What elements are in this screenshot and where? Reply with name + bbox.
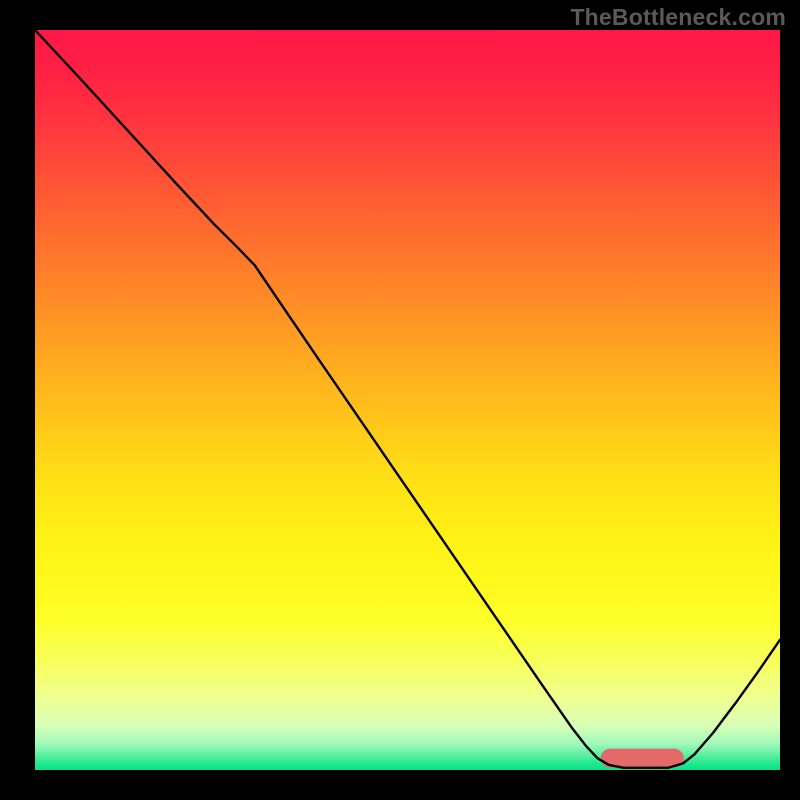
figure-container: TheBottleneck.com: [0, 0, 800, 800]
watermark-text: TheBottleneck.com: [570, 4, 786, 31]
gradient-background: [35, 30, 780, 770]
plot-area: [35, 30, 780, 770]
chart-svg: [35, 30, 780, 770]
valley-marker-pill: [601, 749, 683, 767]
